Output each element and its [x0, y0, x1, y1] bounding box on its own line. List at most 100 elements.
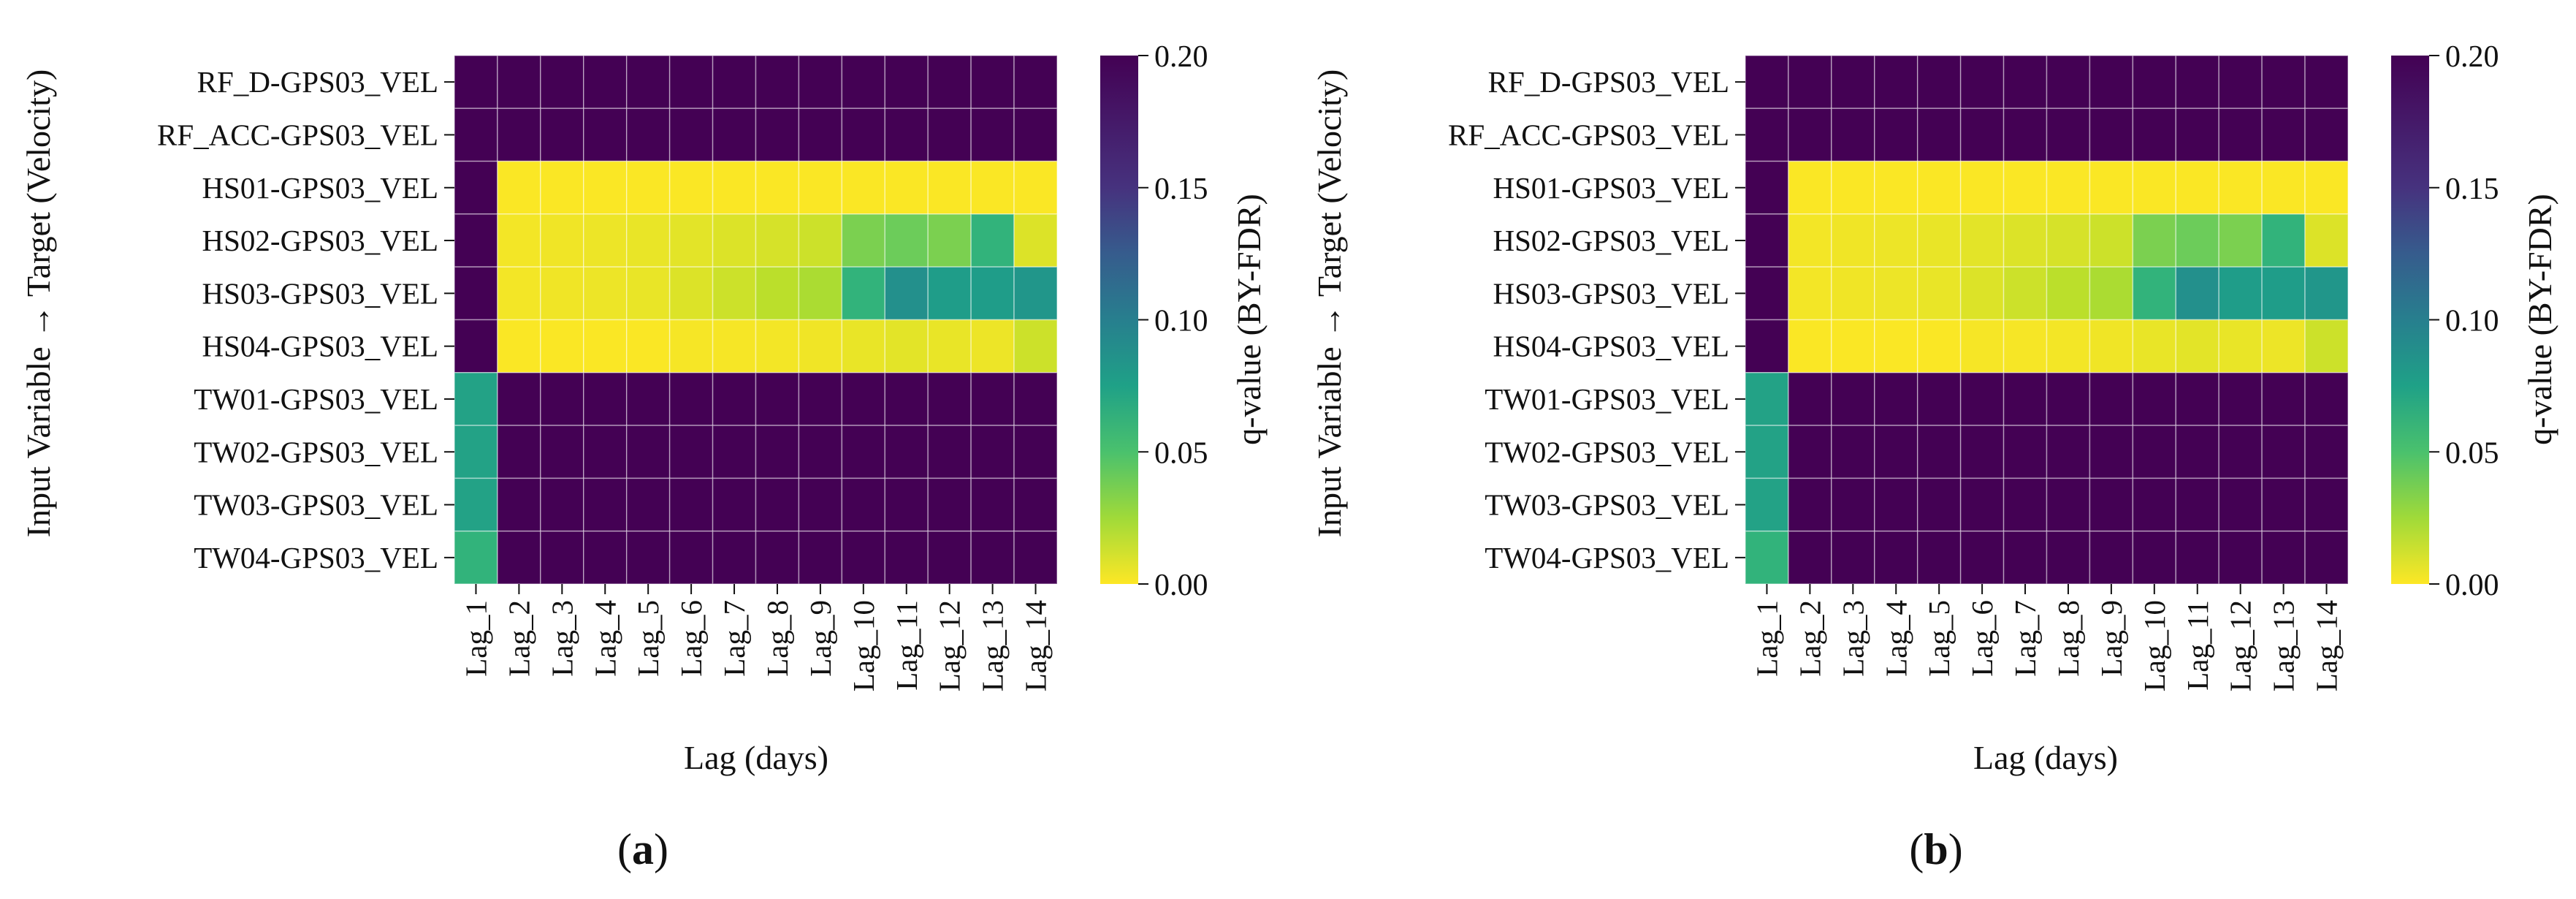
heatmap-cell: [1831, 160, 1875, 215]
heatmap-cell: [625, 213, 671, 268]
heatmap-cell: [2089, 372, 2134, 426]
heatmap-cell: [2304, 425, 2349, 479]
heatmap-cells: [454, 55, 1058, 585]
heatmap-cell: [454, 425, 498, 479]
heatmap-cell: [884, 266, 929, 321]
heatmap-cell: [497, 319, 541, 373]
heatmap-cell: [583, 425, 628, 479]
heatmap-cell: [1788, 319, 1832, 373]
heatmap-cell: [625, 530, 671, 585]
heatmap-cell: [841, 477, 886, 532]
heatmap-cell: [2261, 530, 2306, 585]
heatmap-cell: [1916, 266, 1962, 321]
heatmap-cell: [2003, 160, 2048, 215]
heatmap-cell: [2132, 107, 2177, 162]
heatmap-cell: [1831, 425, 1875, 479]
heatmap-cell: [2046, 55, 2091, 110]
heatmap-cell: [2261, 55, 2306, 110]
y-tick-label: HS01-GPS03_VEL: [1493, 171, 1729, 205]
heatmap-cell: [2046, 107, 2091, 162]
heatmap-cell: [2175, 372, 2219, 426]
heatmap-cell: [927, 213, 972, 268]
heatmap-cell: [1959, 477, 2005, 532]
y-tick-label: TW03-GPS03_VEL: [194, 488, 438, 522]
heatmap-cell: [1916, 319, 1962, 373]
heatmap-cell: [2046, 372, 2091, 426]
heatmap-cell: [497, 266, 541, 321]
y-tick-label: TW04-GPS03_VEL: [1485, 541, 1729, 574]
colorbar-tick-label: 0.15: [1154, 172, 1208, 206]
x-tick-label: Lag_3: [1836, 600, 1870, 677]
heatmap-cell: [798, 425, 843, 479]
heatmap-cell: [2046, 319, 2091, 373]
colorbar-title: q-value (BY-FDR): [1230, 194, 1268, 445]
heatmap-cell: [2132, 55, 2177, 110]
heatmap-cell: [1874, 372, 1918, 426]
heatmap-cell: [712, 477, 757, 532]
heatmap-cell: [1916, 107, 1962, 162]
x-tick-label: Lag_1: [460, 600, 493, 677]
heatmap-cell: [1959, 425, 2005, 479]
heatmap-cell: [2003, 530, 2048, 585]
heatmap-cell: [1831, 55, 1875, 110]
y-tick-label: HS02-GPS03_VEL: [202, 224, 438, 257]
heatmap-cell: [2003, 107, 2048, 162]
heatmap-cell: [1013, 425, 1058, 479]
heatmap-cell: [755, 266, 800, 321]
heatmap-cell: [2218, 530, 2263, 585]
heatmap-cell: [798, 107, 843, 162]
heatmap-cell: [454, 477, 498, 532]
x-tick-label: Lag_9: [2095, 600, 2128, 677]
heatmap-cell: [668, 319, 714, 373]
x-tick-label: Lag_8: [2051, 600, 2085, 677]
heatmap-cell: [668, 477, 714, 532]
heatmap-cell: [583, 213, 628, 268]
heatmap-cell: [1874, 425, 1918, 479]
heatmap-cell: [755, 372, 800, 426]
heatmap-cell: [668, 530, 714, 585]
heatmap-cell: [668, 55, 714, 110]
heatmap-cell: [1831, 213, 1875, 268]
heatmap-cell: [712, 55, 757, 110]
colorbar: [1100, 56, 1138, 584]
heatmap-cell: [454, 319, 498, 373]
heatmap-cell: [1959, 107, 2005, 162]
y-axis-title: Input Variable → Target (Velocity): [20, 69, 57, 538]
heatmap-cell: [927, 319, 972, 373]
heatmap-cell: [970, 477, 1015, 532]
heatmap-cell: [497, 477, 541, 532]
heatmap-cell: [1831, 530, 1875, 585]
colorbar-tick-label: 0.00: [1154, 569, 1208, 602]
heatmap-cell: [841, 372, 886, 426]
heatmap-cell: [1874, 319, 1918, 373]
heatmap-cell: [841, 530, 886, 585]
heatmap-cell: [1916, 530, 1962, 585]
heatmap-cell: [712, 319, 757, 373]
heatmap-cell: [2304, 319, 2349, 373]
heatmap-cell: [668, 266, 714, 321]
heatmap-cell: [2132, 213, 2177, 268]
heatmap-cell: [583, 55, 628, 110]
heatmap-cell: [2046, 213, 2091, 268]
heatmap-cell: [583, 160, 628, 215]
heatmap-cell: [2304, 55, 2349, 110]
x-tick-label: Lag_2: [1793, 600, 1826, 677]
heatmap-cell: [2089, 530, 2134, 585]
heatmap-cell: [1959, 160, 2005, 215]
heatmap-cell: [1788, 372, 1832, 426]
heatmap-cell: [2089, 213, 2134, 268]
x-tick-label: Lag_7: [717, 600, 751, 677]
heatmap-cell: [1745, 319, 1789, 373]
colorbar-tick-label: 0.20: [1154, 40, 1208, 74]
heatmap-cell: [841, 319, 886, 373]
heatmap-cell: [798, 55, 843, 110]
heatmap-cell: [2046, 530, 2091, 585]
heatmap-cell: [841, 55, 886, 110]
heatmap-cell: [1831, 477, 1875, 532]
heatmap-cell: [540, 319, 584, 373]
heatmap-cell: [2175, 160, 2219, 215]
heatmap-cell: [841, 160, 886, 215]
y-tick-labels: RF_D-GPS03_VEL RF_ACC-GPS03_VEL HS01-GPS03…: [1448, 65, 1745, 574]
x-tick-label: Lag_4: [1879, 600, 1913, 677]
heatmap-cell: [755, 530, 800, 585]
